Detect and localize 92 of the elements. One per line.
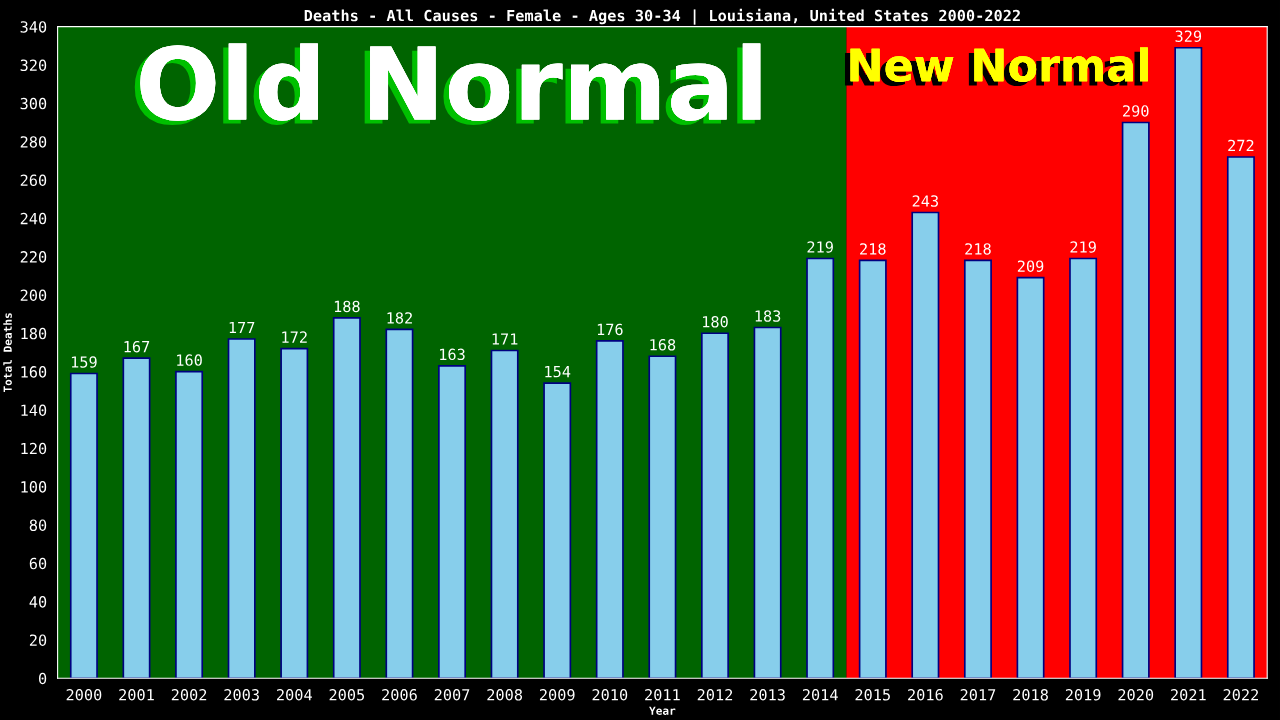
- data-label: 160: [177, 354, 202, 366]
- bar: [175, 370, 204, 679]
- x-tick-label: 2018: [1013, 689, 1048, 701]
- y-tick-label: 40: [29, 596, 47, 608]
- data-label: 209: [1017, 260, 1044, 272]
- x-tick-label: 2002: [171, 689, 207, 701]
- y-tick-label: 260: [20, 174, 47, 187]
- x-tick-label: 2007: [434, 689, 470, 701]
- x-tick-label: 2003: [224, 689, 259, 701]
- x-tick-label: 2005: [329, 689, 365, 701]
- data-label: 168: [650, 338, 676, 351]
- x-tick-label: 2011: [645, 689, 680, 701]
- bar: [701, 332, 729, 679]
- x-tick-label: 2021: [1171, 689, 1206, 701]
- x-tick-label: 2000: [66, 689, 102, 701]
- bar: [332, 317, 361, 679]
- y-tick-label: 160: [21, 366, 47, 378]
- y-tick-label: 60: [29, 557, 47, 570]
- chart-title: Deaths - All Causes - Female - Ages 30-34 | Louisiana, United States 2000-2022: [304, 8, 1020, 25]
- x-tick-label: 2013: [750, 689, 785, 701]
- bar: [1016, 276, 1045, 679]
- y-tick-label: 200: [20, 289, 47, 302]
- x-axis-title: Year: [649, 706, 676, 715]
- data-label: 218: [860, 243, 886, 255]
- bar: [963, 259, 992, 679]
- x-tick-label: 2020: [1118, 689, 1154, 701]
- x-tick-label: 2017: [960, 689, 996, 701]
- x-tick-label: 2009: [539, 689, 575, 701]
- y-tick-label: 20: [29, 634, 47, 646]
- y-tick-label: 0: [38, 672, 47, 685]
- y-tick-label: 120: [21, 442, 47, 455]
- band-label: Old Normal: [134, 43, 761, 125]
- x-tick-label: 2012: [697, 689, 733, 701]
- data-label: 154: [545, 366, 571, 378]
- bar: [911, 211, 940, 679]
- data-label: 290: [1123, 105, 1149, 117]
- bar: [490, 349, 519, 679]
- x-tick-label: 2001: [119, 689, 154, 701]
- bar: [595, 340, 624, 679]
- data-label: 219: [1070, 241, 1096, 253]
- data-label: 163: [440, 348, 465, 361]
- y-tick-label: 320: [20, 59, 47, 72]
- y-tick-label: 100: [21, 481, 47, 493]
- bar: [385, 328, 414, 679]
- data-label: 182: [387, 312, 412, 324]
- bar: [543, 382, 572, 679]
- x-tick-label: 2015: [855, 689, 890, 701]
- x-tick-label: 2006: [382, 689, 417, 701]
- data-label: 272: [1228, 139, 1254, 151]
- data-label: 177: [229, 321, 255, 334]
- bar: [280, 347, 309, 679]
- data-label: 243: [912, 195, 939, 207]
- data-label: 172: [282, 331, 307, 343]
- band-label: New Normal: [845, 47, 1148, 87]
- bar: [69, 372, 98, 679]
- y-tick-label: 300: [20, 97, 47, 110]
- x-tick-label: 2019: [1065, 689, 1101, 701]
- data-label: 183: [755, 310, 781, 322]
- y-tick-label: 240: [20, 212, 47, 225]
- data-label: 176: [597, 323, 623, 336]
- data-label: 188: [334, 300, 360, 313]
- x-tick-label: 2016: [908, 689, 943, 701]
- data-label: 218: [965, 243, 991, 255]
- x-tick-label: 2022: [1223, 689, 1258, 701]
- bar: [806, 257, 835, 679]
- bar: [122, 357, 151, 679]
- data-label: 167: [124, 340, 150, 353]
- bar: [438, 365, 467, 679]
- bar: [1069, 257, 1098, 679]
- bar: [1226, 156, 1255, 679]
- data-label: 159: [71, 356, 97, 368]
- bar: [648, 355, 677, 679]
- y-tick-label: 220: [20, 251, 47, 263]
- bar: [858, 259, 887, 679]
- y-tick-label: 80: [29, 519, 47, 531]
- x-tick-label: 2010: [592, 689, 628, 701]
- data-label: 180: [703, 315, 728, 328]
- data-label: 329: [1175, 30, 1202, 42]
- y-tick-label: 180: [21, 327, 47, 340]
- data-label: 171: [492, 333, 518, 345]
- data-label: 219: [807, 241, 833, 253]
- bar: [1174, 46, 1203, 679]
- x-tick-label: 2004: [277, 689, 312, 701]
- y-axis-title: Total Deaths: [3, 313, 12, 393]
- y-tick-label: 340: [20, 21, 47, 33]
- x-tick-label: 2008: [487, 689, 523, 701]
- bar: [227, 338, 256, 679]
- bar: [753, 326, 782, 679]
- x-tick-label: 2014: [802, 689, 838, 701]
- bar: [1121, 121, 1150, 679]
- y-tick-label: 280: [20, 136, 47, 148]
- y-tick-label: 140: [21, 404, 47, 416]
